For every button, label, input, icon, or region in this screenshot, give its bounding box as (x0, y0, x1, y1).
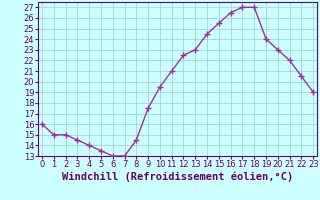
X-axis label: Windchill (Refroidissement éolien,°C): Windchill (Refroidissement éolien,°C) (62, 172, 293, 182)
